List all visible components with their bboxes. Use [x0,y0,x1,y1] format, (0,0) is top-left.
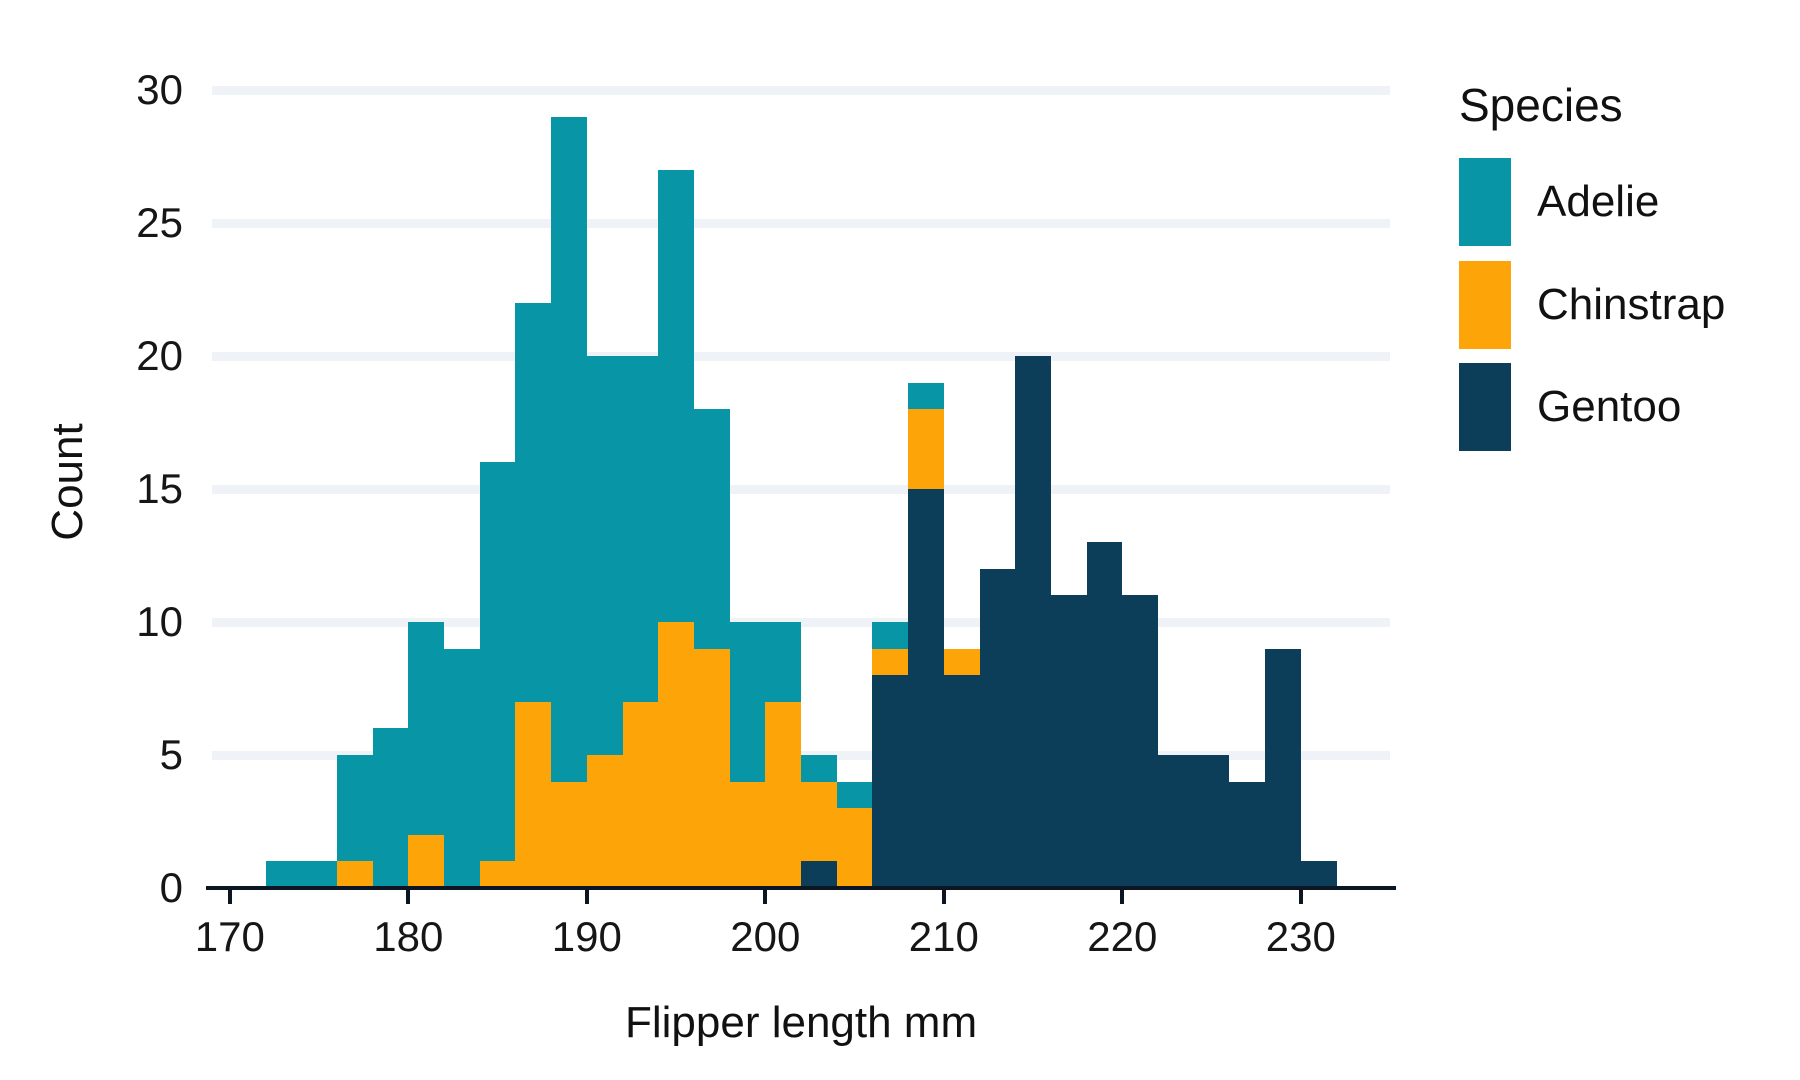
x-tick-190 [584,890,589,904]
y-tick-label-0: 0 [159,864,183,911]
bar-212-214-gentoo [979,568,1016,888]
bar-218-220-gentoo [1086,542,1123,888]
bar-174-176-adelie [301,861,337,888]
x-tick-label-230: 230 [1265,913,1336,960]
y-tick-label-30: 30 [136,66,183,113]
gridline-10 [212,617,1391,627]
bar-190-192-chinstrap [586,755,623,888]
bar-176-178-adelie [336,755,373,862]
bar-204-206-chinstrap [836,808,873,888]
bar-202-204-chinstrap [801,781,837,862]
bar-208-210-adelie [908,382,944,410]
x-tick-label-200: 200 [730,913,801,960]
x-tick-170 [227,890,232,904]
bar-190-192-adelie [586,356,623,755]
bar-196-198-adelie [693,409,730,649]
bar-224-226-gentoo [1193,755,1230,888]
bar-230-232-gentoo [1300,861,1337,888]
x-tick-220 [1120,890,1125,904]
bar-188-190-chinstrap [551,781,587,888]
x-tick-label-210: 210 [908,913,979,960]
gridline-25 [212,218,1391,228]
legend-title: Species [1459,79,1623,131]
bar-222-224-gentoo [1158,755,1194,888]
bar-210-212-chinstrap [943,648,980,676]
x-tick-label-220: 220 [1087,913,1158,960]
bar-208-210-chinstrap [908,409,944,489]
bar-214-216-gentoo [1015,356,1051,888]
bar-206-208-chinstrap [872,648,909,676]
bar-198-200-chinstrap [729,781,766,888]
bar-206-208-adelie [872,622,909,649]
bar-228-230-gentoo [1265,648,1301,888]
x-tick-label-180: 180 [373,913,444,960]
x-tick-210 [941,890,946,904]
bar-186-188-chinstrap [515,701,552,888]
bar-192-194-adelie [622,356,659,702]
bar-220-222-gentoo [1122,595,1159,888]
x-tick-label-170: 170 [194,913,265,960]
legend-key-chinstrap [1459,260,1511,349]
bar-196-198-chinstrap [693,648,730,888]
bar-200-202-adelie [765,622,802,702]
bar-186-188-adelie [515,302,552,702]
y-tick-label-25: 25 [136,199,183,246]
y-tick-label-5: 5 [159,731,183,778]
bar-182-184-adelie [444,648,480,888]
bar-204-206-adelie [836,781,873,809]
bar-210-212-gentoo [943,675,980,888]
y-tick-label-20: 20 [136,332,183,379]
gridline-20 [212,351,1391,361]
x-tick-200 [763,890,768,904]
bar-200-202-chinstrap [765,701,802,888]
x-tick-label-190: 190 [551,913,622,960]
legend-label-adelie: Adelie [1537,177,1660,226]
bar-226-228-gentoo [1229,781,1266,888]
bar-192-194-chinstrap [622,701,659,888]
bar-172-174-adelie [265,861,302,888]
legend-label-gentoo: Gentoo [1537,382,1682,431]
x-tick-230 [1298,890,1303,904]
y-tick-label-10: 10 [136,598,183,645]
bar-202-204-gentoo [801,861,837,888]
legend-key-gentoo [1459,363,1511,451]
legend-label-chinstrap: Chinstrap [1537,279,1726,329]
bar-180-182-chinstrap [408,834,445,888]
bar-180-182-adelie [408,622,445,835]
bar-208-210-gentoo [908,489,944,888]
bar-206-208-gentoo [872,675,909,888]
bar-202-204-adelie [801,755,837,782]
y-axis-title: Count [43,423,92,542]
bar-194-196-chinstrap [658,622,694,888]
gridline-15 [212,484,1391,494]
bar-194-196-adelie [658,169,694,622]
gridline-30 [212,85,1391,95]
x-tick-180 [406,890,411,904]
x-axis-line [206,886,1397,890]
bar-184-186-chinstrap [479,861,516,888]
legend-key-adelie [1459,158,1511,246]
bar-176-178-chinstrap [336,861,373,888]
bar-184-186-adelie [479,462,516,862]
y-tick-label-15: 15 [136,465,183,512]
bar-216-218-gentoo [1050,595,1087,888]
x-axis-title: Flipper length mm [624,998,978,1047]
bar-178-180-adelie [372,728,409,888]
bar-198-200-adelie [729,622,766,782]
bar-188-190-adelie [551,116,587,782]
